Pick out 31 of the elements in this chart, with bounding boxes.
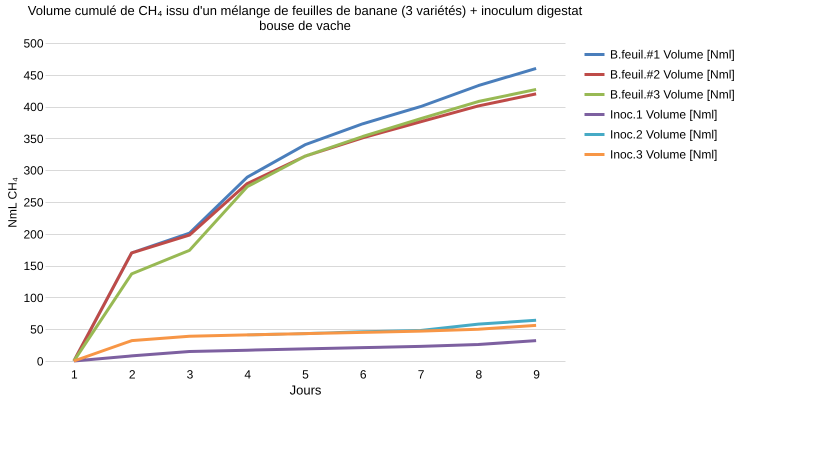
x-tick-label: 9: [533, 368, 540, 382]
y-tick-label: 500: [23, 36, 44, 50]
x-axis-title: Jours: [290, 382, 322, 398]
legend-label: B.feuil.#2 Volume [Nml]: [610, 68, 735, 82]
y-tick-label: 100: [23, 290, 44, 305]
chart-title: Volume cumulé de CH₄ issu d'un mélange de feuilles de banane (3 variétés) + inoculum digestat bouse de vache: [28, 3, 583, 33]
legend-label: B.feuil.#1 Volume [Nml]: [610, 48, 735, 62]
y-tick-label: 400: [23, 100, 44, 114]
legend-label: Inoc.1 Volume [Nml]: [610, 108, 718, 122]
legend-label: Inoc.3 Volume [Nml]: [610, 148, 718, 162]
line-series: [72, 324, 538, 362]
x-tick-label: 7: [418, 368, 425, 382]
legend-label: Inoc.2 Volume [Nml]: [610, 128, 718, 142]
x-tick-label: 6: [360, 368, 367, 382]
y-tick-label: 150: [23, 259, 44, 274]
x-tick-label: 2: [128, 368, 136, 382]
y-tick-label: 450: [23, 68, 44, 82]
y-tick-label: 0: [36, 354, 44, 368]
x-tick-label: 5: [302, 368, 310, 382]
y-axis-title: NmL CH₄: [5, 177, 20, 228]
y-tick-label: 350: [23, 132, 44, 146]
y-tick-label: 50: [30, 322, 44, 337]
y-tick-label: 250: [23, 196, 44, 210]
legend-label: B.feuil.#3 Volume [Nml]: [610, 88, 735, 102]
y-tick-label: 300: [23, 164, 44, 178]
x-tick-label: 4: [244, 368, 252, 382]
line-series: [72, 339, 538, 362]
x-tick-label: 3: [186, 368, 194, 382]
y-tick-label: 200: [23, 227, 44, 242]
x-tick-label: 1: [71, 368, 78, 382]
x-tick-label: 8: [475, 368, 482, 382]
